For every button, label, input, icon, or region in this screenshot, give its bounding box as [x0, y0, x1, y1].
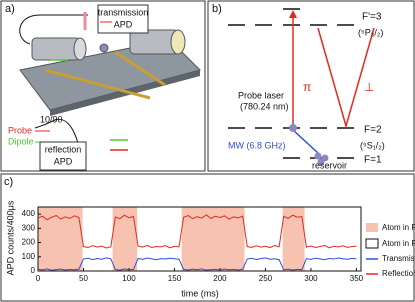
- panel-label: a): [5, 3, 15, 15]
- electrode: [114, 50, 166, 87]
- probe-label: Probe: [8, 125, 32, 135]
- cylinder: [31, 37, 81, 61]
- x-tick-label: 200: [213, 274, 227, 283]
- reservoir-label: reservoir: [312, 160, 347, 170]
- probe-label: (780.24 nm): [240, 101, 289, 111]
- apd-box: [97, 4, 149, 34]
- level-label: F=2: [364, 125, 382, 136]
- atom: [314, 152, 322, 160]
- data-line: [37, 257, 357, 271]
- atom: [289, 124, 297, 132]
- level-label: F'=3: [362, 12, 382, 23]
- probe-label: Probe laser: [238, 90, 284, 100]
- data-line: [37, 214, 357, 249]
- plot-frame: [37, 206, 362, 272]
- level-label: (⁵P₃/₂): [358, 27, 383, 37]
- x-axis-label: time (ms): [181, 288, 219, 298]
- legend-swatch: [365, 238, 379, 249]
- x-tick-label: 0: [36, 274, 41, 283]
- electrode: [44, 68, 151, 100]
- legend-label: Atom in F=1: [382, 239, 415, 248]
- level-label: (⁵S₁/₂): [360, 140, 385, 150]
- state-region: [282, 207, 305, 271]
- x-tick-label: 350: [350, 274, 364, 283]
- legend-swatch: [366, 223, 378, 232]
- y-tick-label: 400: [22, 209, 36, 218]
- cylinder-end: [170, 29, 186, 55]
- y-axis-label: APD counts/400μs: [5, 200, 15, 275]
- panel-label: b): [212, 3, 222, 15]
- legend-label: Atom in F=2: [382, 223, 415, 232]
- apd-box: [39, 141, 87, 171]
- mw-label: MW (6.8 GHz): [228, 140, 286, 150]
- fiber: [19, 14, 88, 45]
- y-tick-label: 300: [22, 223, 36, 232]
- panel-a-frame: [0, 0, 206, 172]
- atom: [317, 158, 325, 166]
- x-tick-label: 300: [304, 274, 318, 283]
- plate-edge: [50, 70, 200, 116]
- atom: [99, 43, 109, 53]
- y-tick-label: 200: [22, 238, 36, 247]
- apd-label: transmission: [98, 7, 149, 17]
- apd-label: reflection: [45, 144, 82, 154]
- x-tick-label: 150: [168, 274, 182, 283]
- splitter-label: 10/90: [40, 114, 63, 124]
- x-tick-label: 50: [79, 274, 88, 283]
- polarization-label: ⊥: [364, 80, 374, 94]
- y-tick-label: 0: [31, 266, 36, 275]
- x-tick-label: 250: [259, 274, 273, 283]
- legend-label: Reflection: [382, 269, 415, 278]
- dipole-label: Dipole: [8, 136, 34, 146]
- level-label: F=1: [364, 155, 382, 166]
- apd-label: APD: [54, 156, 73, 166]
- apd-label: APD: [114, 19, 133, 29]
- cylinder-end: [73, 37, 87, 61]
- microwave: [292, 129, 319, 154]
- panel-label: c): [4, 176, 13, 188]
- y-tick-label: 100: [22, 252, 36, 261]
- polarization-label: π: [303, 80, 311, 94]
- x-tick-label: 100: [122, 274, 136, 283]
- arrowhead: [289, 10, 297, 18]
- state-region: [38, 207, 83, 271]
- transition: [317, 27, 375, 129]
- state-region: [181, 207, 245, 271]
- panel-b-frame: [207, 0, 415, 172]
- legend-label: Transmission: [382, 254, 415, 263]
- panel-c-frame: [0, 173, 415, 302]
